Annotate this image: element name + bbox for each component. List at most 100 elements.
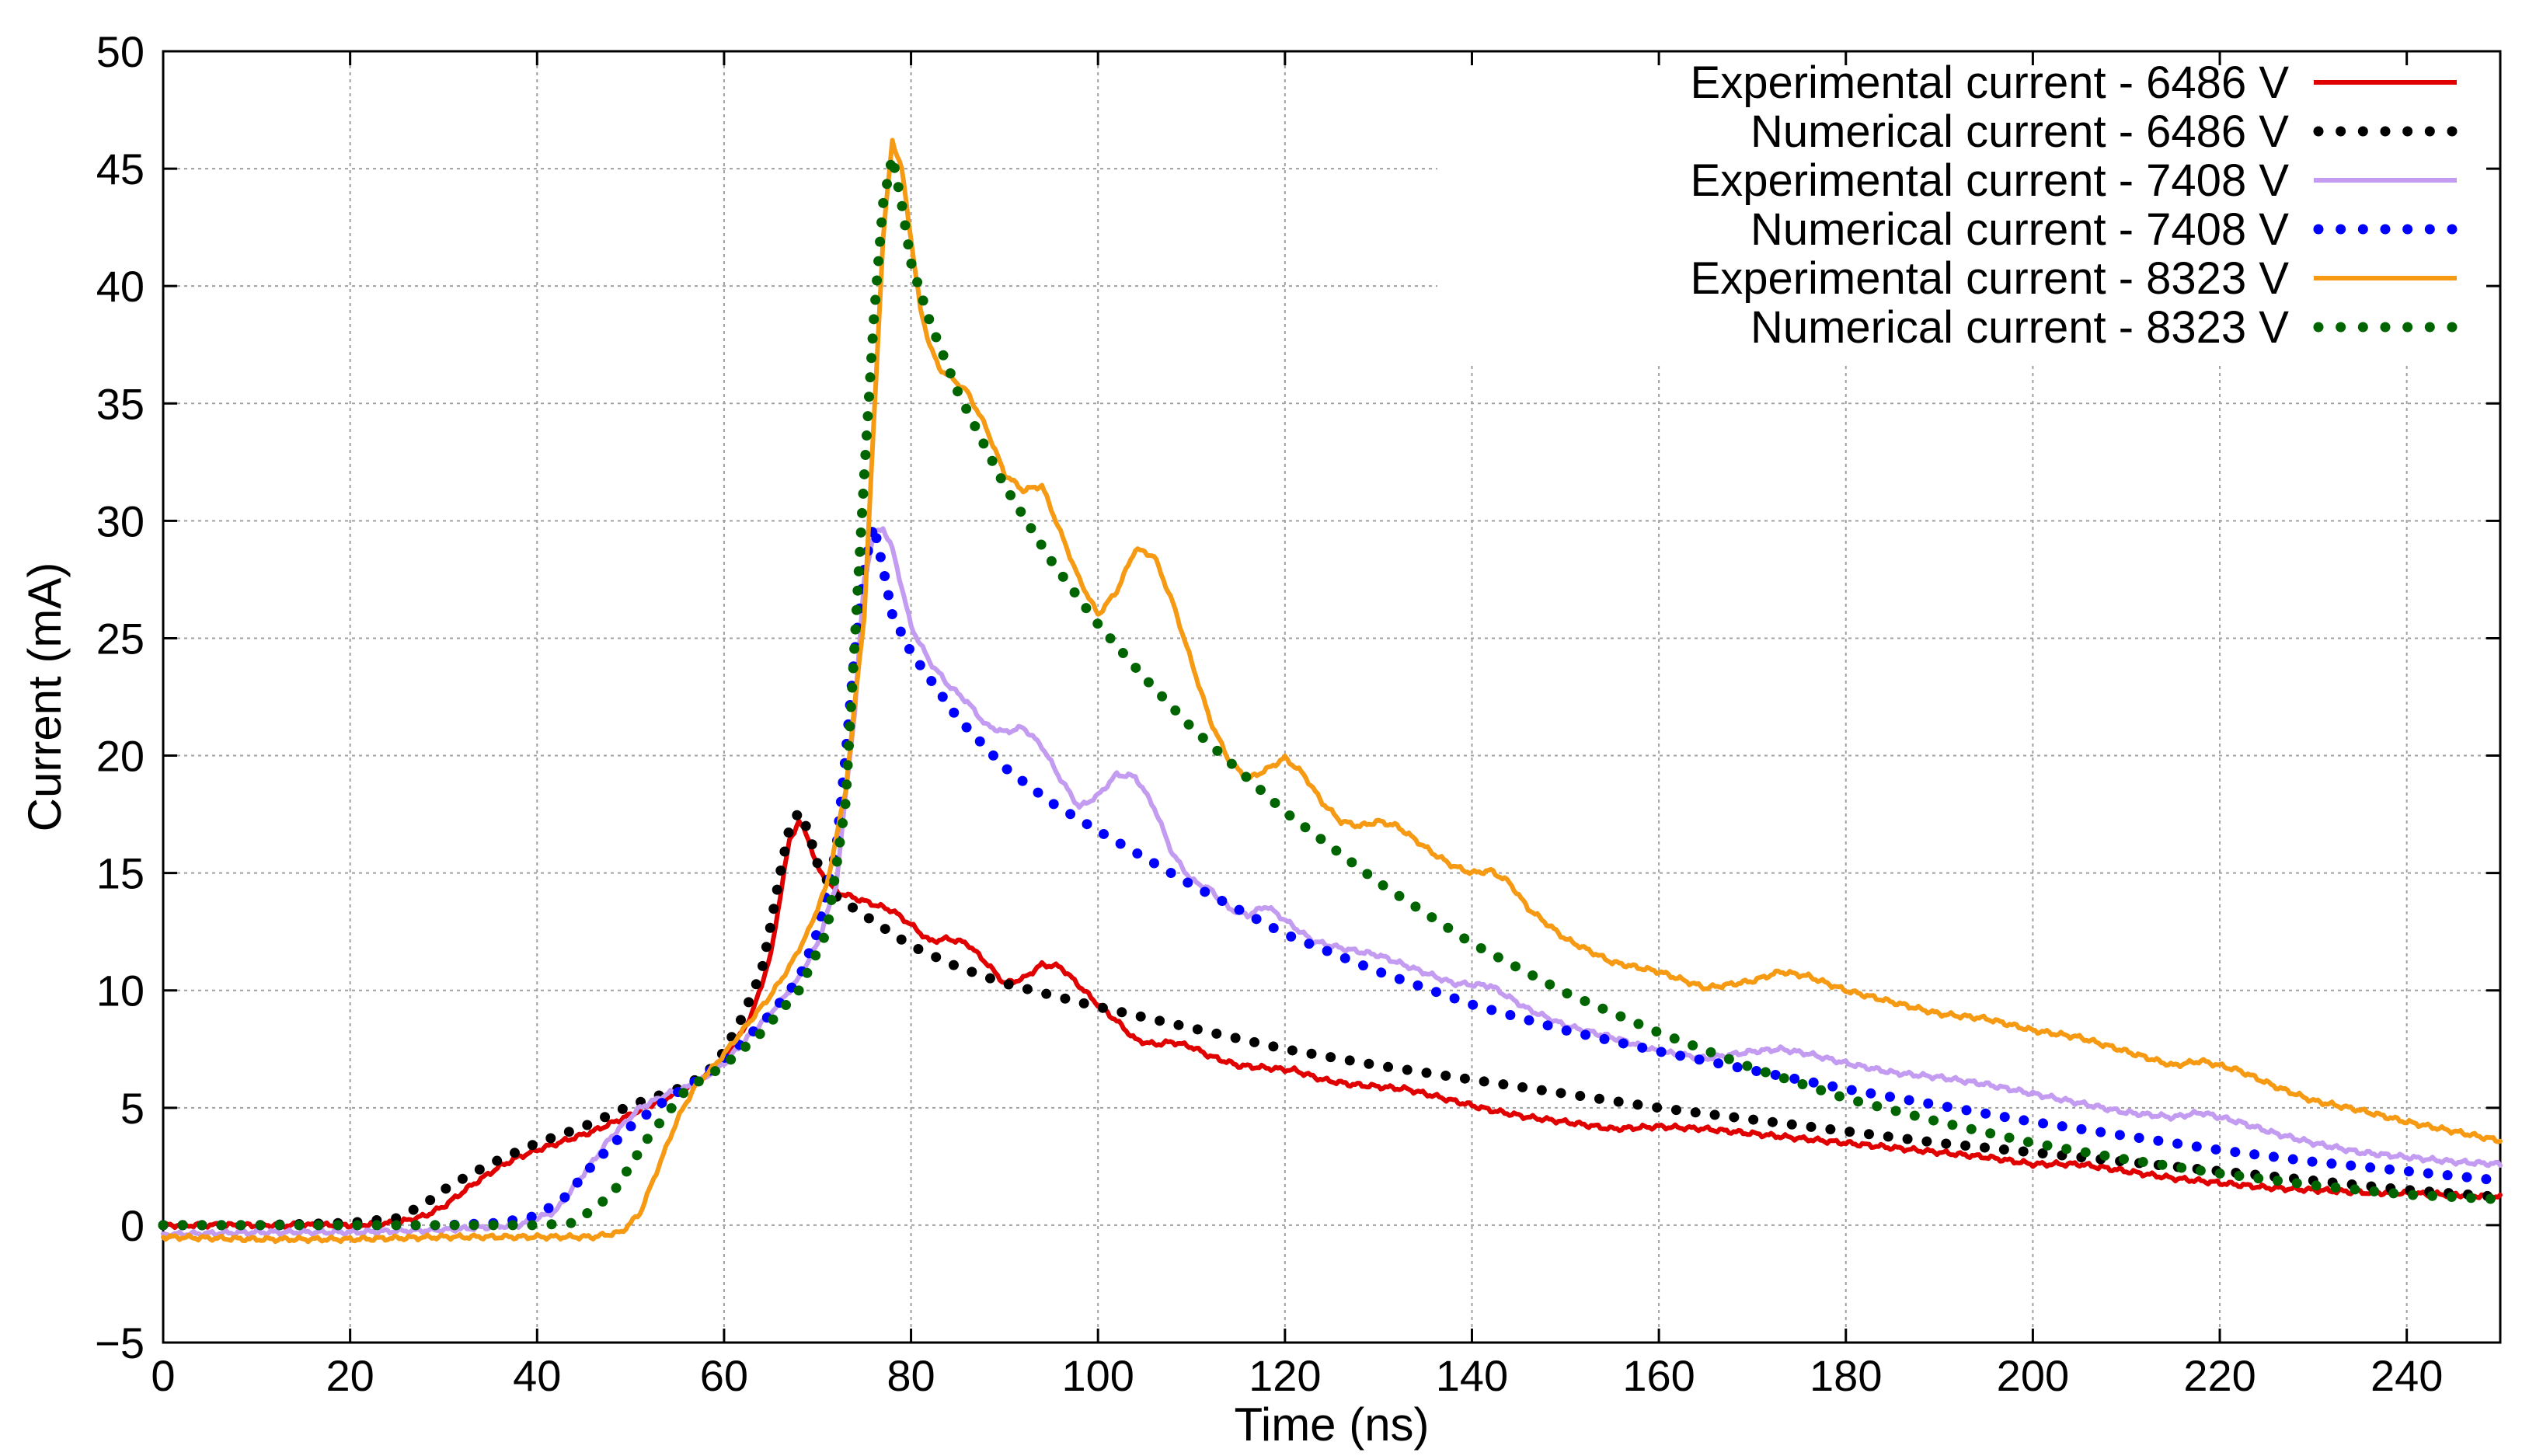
series-marker <box>1729 1112 1740 1123</box>
series-marker <box>474 1164 485 1175</box>
series-marker <box>2018 1146 2029 1157</box>
y-tick-label: 50 <box>96 27 145 76</box>
series-marker <box>1902 1134 1913 1144</box>
series-marker <box>1057 571 1068 582</box>
series-marker <box>611 1134 622 1145</box>
x-tick-label: 200 <box>1997 1351 2069 1400</box>
series-marker <box>1545 979 1555 990</box>
legend-swatch <box>2402 224 2413 235</box>
series-marker <box>1688 1040 1698 1051</box>
series-marker <box>875 552 886 563</box>
series-marker <box>2134 1133 2144 1144</box>
series-marker <box>2191 1141 2202 1152</box>
x-tick-label: 240 <box>2370 1351 2443 1400</box>
series-marker <box>600 1112 611 1123</box>
series-marker <box>1339 953 1350 963</box>
series-marker <box>274 1220 285 1231</box>
series-marker <box>1116 1007 1127 1018</box>
series-marker <box>938 350 949 361</box>
series-marker <box>1669 1033 1680 1044</box>
series-marker <box>1633 1019 1644 1029</box>
series-marker <box>1846 1085 1857 1095</box>
series-marker <box>876 217 887 228</box>
series-marker <box>783 827 794 838</box>
series-marker <box>1760 1067 1771 1078</box>
series-marker <box>1048 799 1059 810</box>
series-marker <box>1410 901 1421 912</box>
series-marker <box>810 930 821 941</box>
series-marker <box>598 1148 609 1159</box>
series-marker <box>507 1220 518 1231</box>
series-marker <box>793 985 804 996</box>
series-marker <box>617 1103 628 1114</box>
series-marker <box>1941 1138 1952 1149</box>
series-marker <box>1105 633 1116 644</box>
series-marker <box>441 1183 451 1194</box>
series-marker <box>1192 1024 1203 1035</box>
series-marker <box>1797 1079 1808 1090</box>
series-marker <box>1449 993 1460 1004</box>
series-marker <box>543 1203 554 1214</box>
series-marker <box>847 682 858 693</box>
x-tick-label: 20 <box>326 1351 374 1400</box>
series-marker <box>2268 1151 2279 1162</box>
series-marker <box>1001 764 1012 775</box>
series-marker <box>1961 1105 1972 1116</box>
series-marker <box>984 973 995 984</box>
series-6 <box>158 159 2496 1231</box>
legend-swatch <box>2357 126 2368 137</box>
series-marker <box>857 507 868 518</box>
y-tick-label: 5 <box>120 1084 145 1133</box>
series-marker <box>896 934 907 945</box>
series-marker <box>641 1109 652 1120</box>
series-marker <box>860 449 871 460</box>
series-marker <box>693 1076 704 1087</box>
series-marker <box>2423 1168 2433 1179</box>
series-marker <box>880 570 890 581</box>
series-marker <box>840 799 851 810</box>
series-marker <box>2038 1118 2049 1129</box>
series-marker <box>848 902 859 913</box>
series-marker <box>988 750 998 761</box>
legend-label: Experimental current - 7408 V <box>1691 155 2290 206</box>
series-marker <box>2403 1166 2414 1177</box>
series-marker <box>1713 1058 1724 1069</box>
series-marker <box>802 967 813 978</box>
series-marker <box>1883 1131 1893 1142</box>
series-marker <box>895 626 906 637</box>
series-1 <box>161 818 2503 1231</box>
series-marker <box>1315 834 1326 845</box>
legend-swatch <box>2424 322 2435 333</box>
series-marker <box>666 1102 677 1113</box>
series-marker <box>931 952 942 963</box>
series-marker <box>740 1041 751 1052</box>
series-marker <box>1599 1033 1610 1044</box>
series-marker <box>837 817 848 828</box>
series-marker <box>1170 705 1181 716</box>
series-marker <box>1092 618 1103 629</box>
series-marker <box>2099 1150 2110 1161</box>
legend-label: Numerical current - 6486 V <box>1750 106 2289 157</box>
series-marker <box>1505 1010 1516 1021</box>
series-marker <box>1065 809 1076 820</box>
series-marker <box>2461 1172 2472 1183</box>
legend-swatch <box>2447 126 2458 137</box>
series-marker <box>1268 922 1279 933</box>
series-marker <box>1357 960 1368 971</box>
series-marker <box>216 1220 227 1231</box>
x-tick-label: 40 <box>513 1351 561 1400</box>
series-marker <box>1402 1064 1413 1075</box>
series-marker <box>1364 1058 1374 1069</box>
series-marker <box>1197 733 1208 744</box>
series-marker <box>333 1220 343 1231</box>
series-marker <box>611 1183 622 1193</box>
series-marker <box>1751 1066 1762 1077</box>
series-marker <box>834 837 845 848</box>
series-5 <box>161 138 2503 1245</box>
series-marker <box>1440 1070 1451 1081</box>
legend-swatch <box>2336 224 2346 235</box>
series-marker <box>2042 1140 2053 1151</box>
series-marker <box>1183 719 1194 730</box>
series-marker <box>391 1220 402 1231</box>
series-marker <box>893 182 904 193</box>
